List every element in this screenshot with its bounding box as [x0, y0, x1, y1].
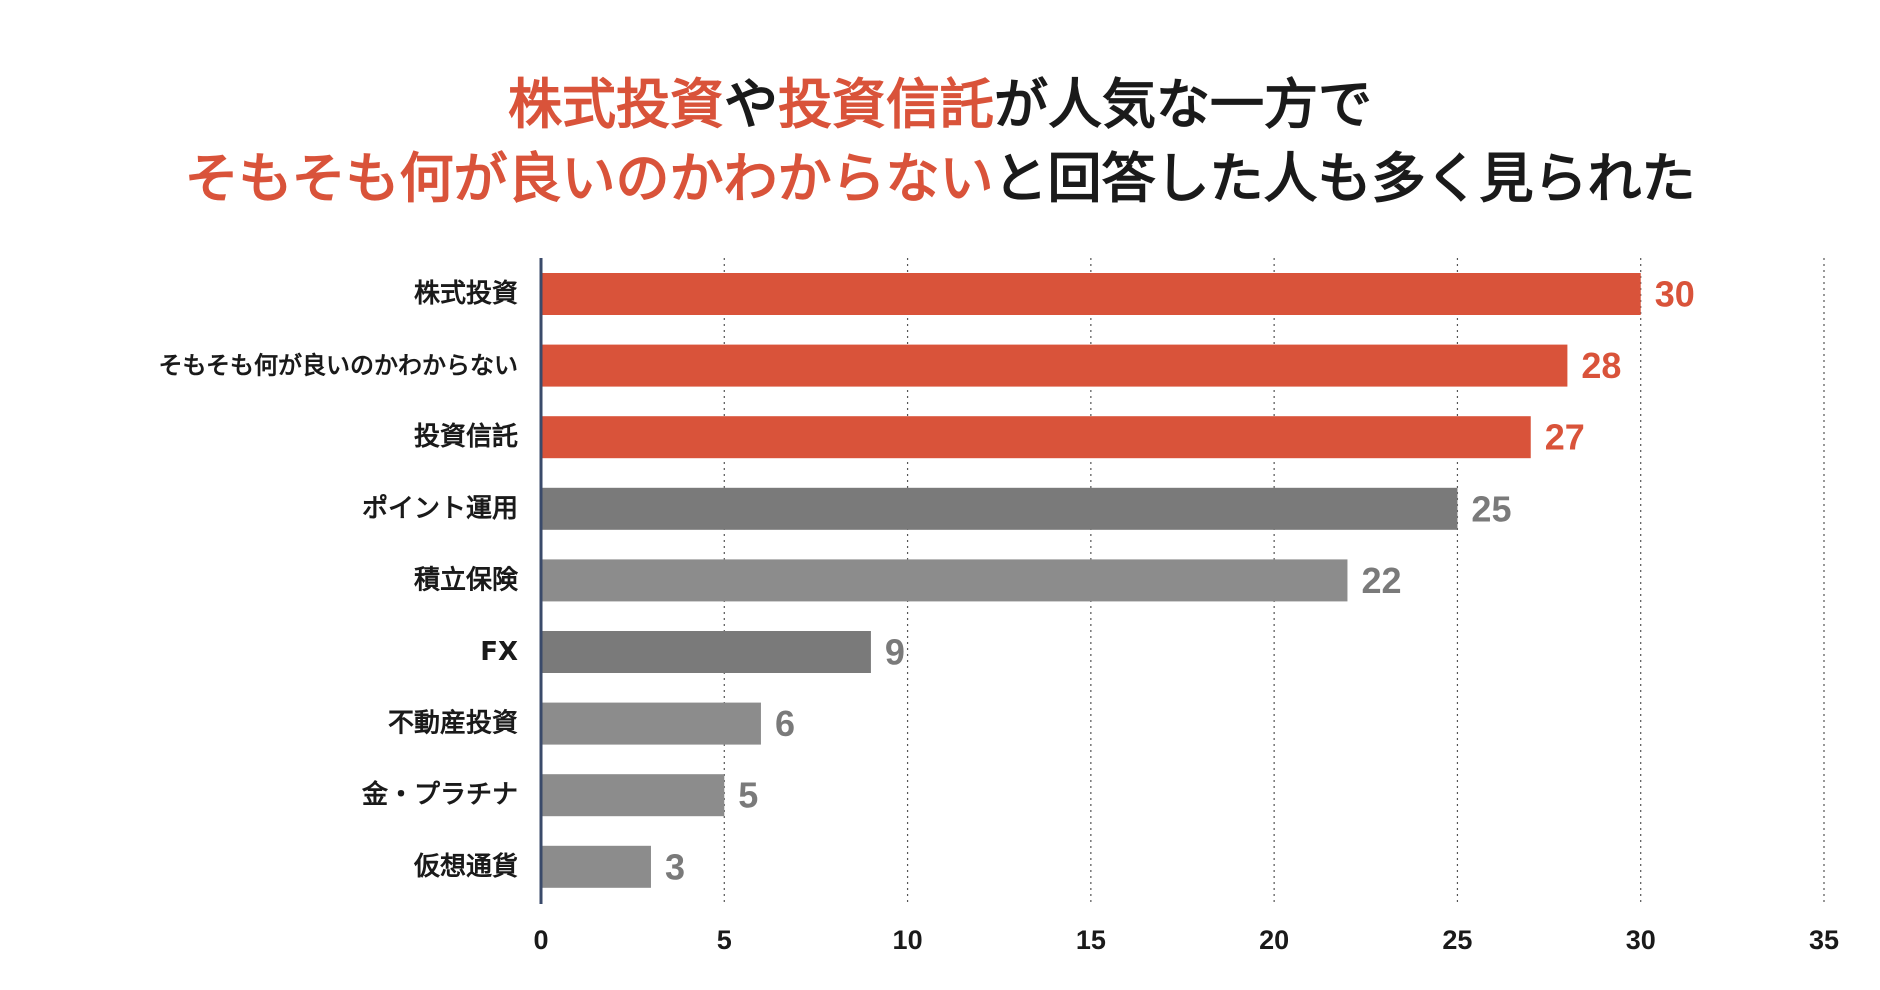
title-segment: や — [724, 73, 778, 136]
title-segment: 株式投資 — [508, 73, 724, 136]
category-label: そもそも何が良いのかわからない — [158, 352, 518, 380]
x-tick-label: 35 — [1809, 925, 1839, 955]
chart-title-line-1: 株式投資や投資信託が人気な一方で — [0, 78, 1880, 132]
title-segment: そもそも何が良いのかわからない — [184, 147, 994, 210]
bar — [541, 631, 871, 673]
bar — [541, 416, 1531, 459]
value-label: 25 — [1471, 488, 1511, 529]
bar — [541, 344, 1568, 387]
x-tick-label: 0 — [533, 925, 548, 955]
value-label: 3 — [665, 846, 685, 887]
value-label: 30 — [1655, 274, 1695, 315]
value-label: 5 — [738, 775, 758, 816]
chart-title-line-2: そもそも何が良いのかわからないと回答した人も多く見られた — [0, 152, 1880, 206]
category-label: ポイント運用 — [362, 493, 518, 524]
title-segment: が人気な一方で — [994, 73, 1372, 136]
bar — [541, 487, 1458, 530]
x-tick-label: 25 — [1442, 925, 1472, 955]
bar — [541, 559, 1348, 602]
category-label: 積立保険 — [414, 564, 519, 595]
title-segment: 投資信託 — [778, 73, 994, 136]
x-tick-label: 5 — [717, 925, 732, 955]
x-tick-label: 10 — [893, 925, 923, 955]
category-label: 不動産投資 — [388, 708, 518, 739]
category-label: 株式投資 — [414, 279, 518, 309]
x-tick-label: 30 — [1626, 925, 1656, 955]
bar — [541, 273, 1641, 315]
value-label: 22 — [1361, 560, 1401, 601]
category-label: 投資信託 — [414, 421, 518, 452]
title-segment: と回答した人も多く見られた — [993, 147, 1696, 210]
category-label: 仮想通貨 — [413, 851, 518, 882]
x-tick-label: 20 — [1259, 925, 1289, 955]
category-label: 金・プラチナ — [361, 779, 518, 810]
value-label: 6 — [775, 703, 795, 744]
value-label: 27 — [1545, 417, 1585, 458]
bar — [541, 845, 651, 888]
category-label: FX — [480, 637, 518, 667]
value-label: 9 — [885, 632, 905, 673]
x-tick-label: 15 — [1076, 925, 1106, 955]
bar — [541, 702, 761, 745]
value-label: 28 — [1581, 345, 1621, 386]
bar — [541, 774, 725, 817]
